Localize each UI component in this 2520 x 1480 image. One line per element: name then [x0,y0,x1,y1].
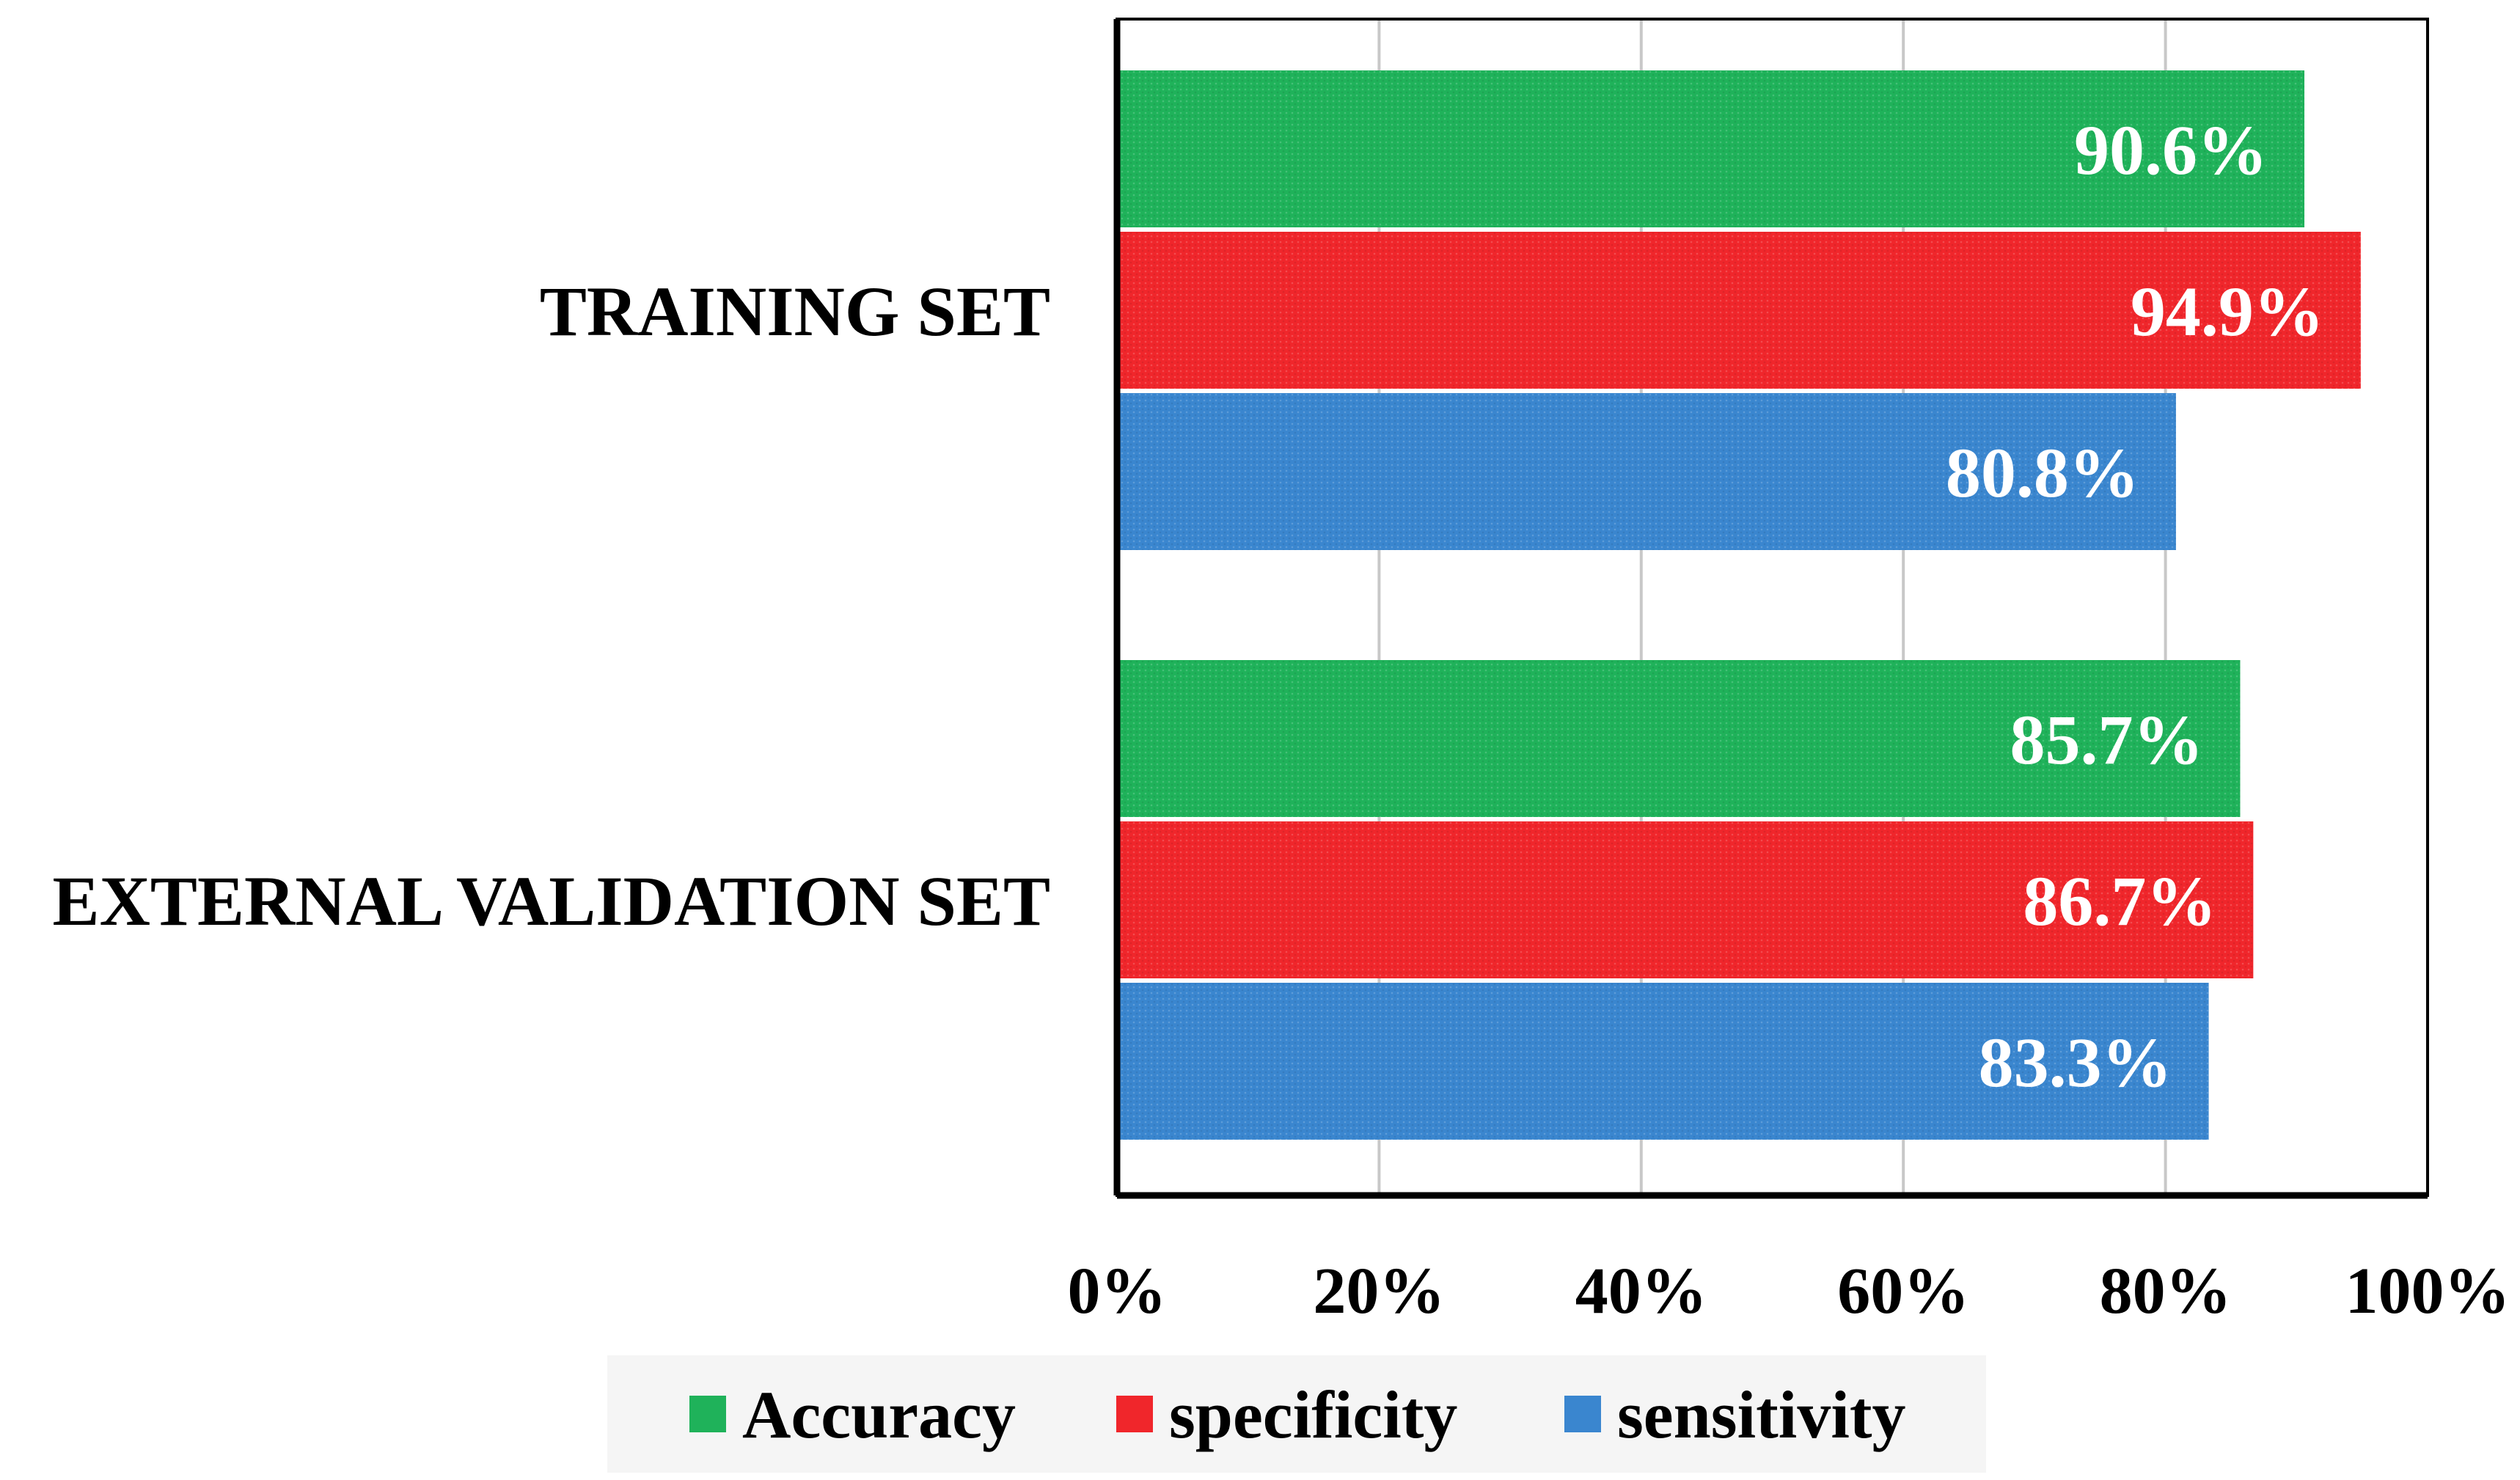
bar-external-validation-set-specificity-texture [1117,821,2254,978]
data-label-external-validation-set-specificity: 86.7% [2023,862,2216,940]
data-label-external-validation-set-sensitivity: 83.3% [1979,1023,2172,1102]
data-label-external-validation-set-accuracy: 85.7% [2010,700,2203,779]
x-tick-label-80: 80% [2100,1255,2232,1327]
bar-training-set-sensitivity-texture [1117,393,2176,550]
x-tick-label-40: 40% [1575,1255,1707,1327]
legend: Accuracy specificity sensitivity [607,1355,1986,1473]
bars [1117,70,2361,1140]
x-tick-label-60: 60% [1837,1255,1969,1327]
data-labels: 90.6% 94.9% 80.8% 85.7% 86.7% 83.3% [1946,111,2324,1102]
legend-swatch-specificity [1116,1396,1153,1432]
plot-frame [1113,18,2429,1199]
bar-external-validation-set-accuracy-texture [1117,660,2241,817]
data-label-training-set-specificity: 94.9% [2131,272,2324,351]
x-tick-label-0: 0% [1068,1255,1167,1327]
legend-label-accuracy: Accuracy [742,1377,1016,1452]
data-label-training-set-sensitivity: 80.8% [1946,433,2139,512]
x-tick-label-20: 20% [1313,1255,1445,1327]
data-label-training-set-accuracy: 90.6% [2074,111,2268,189]
category-label-external-validation-set: EXTERNAL VALIDATION SET [53,862,1050,940]
legend-label-sensitivity: sensitivity [1617,1377,1906,1452]
legend-swatch-sensitivity [1564,1396,1601,1432]
legend-box [607,1355,1986,1473]
category-labels: TRAINING SET EXTERNAL VALIDATION SET [53,272,1050,940]
bar-external-validation-set-sensitivity-texture [1117,983,2209,1140]
legend-label-specificity: specificity [1169,1377,1457,1452]
bar-training-set-specificity-texture [1117,232,2361,389]
bar-training-set-accuracy-texture [1117,70,2305,227]
x-tick-labels: 0% 20% 40% 60% 80% 100% [1068,1255,2510,1327]
category-label-training-set: TRAINING SET [540,272,1050,351]
x-tick-label-100: 100% [2345,1255,2510,1327]
legend-swatch-accuracy [689,1396,726,1432]
